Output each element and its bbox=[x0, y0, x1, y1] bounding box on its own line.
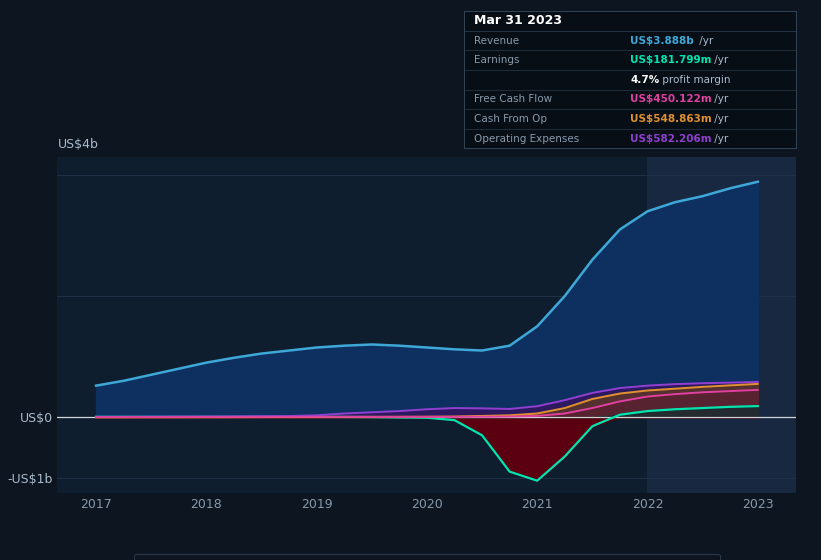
Text: /yr: /yr bbox=[711, 95, 728, 104]
Text: Revenue: Revenue bbox=[474, 36, 519, 45]
Text: US$450.122m: US$450.122m bbox=[631, 95, 712, 104]
Text: 4.7%: 4.7% bbox=[631, 75, 659, 85]
Text: US$181.799m: US$181.799m bbox=[631, 55, 712, 65]
Text: /yr: /yr bbox=[696, 36, 713, 45]
Text: profit margin: profit margin bbox=[659, 75, 731, 85]
Text: US$582.206m: US$582.206m bbox=[631, 134, 712, 143]
Text: US$548.863m: US$548.863m bbox=[631, 114, 712, 124]
Bar bbox=[648, 157, 796, 493]
Text: US$4b: US$4b bbox=[57, 138, 99, 151]
Text: US$3.888b: US$3.888b bbox=[631, 36, 694, 45]
Text: Mar 31 2023: Mar 31 2023 bbox=[474, 15, 562, 27]
Text: /yr: /yr bbox=[711, 134, 728, 143]
Text: /yr: /yr bbox=[711, 114, 728, 124]
Text: /yr: /yr bbox=[711, 55, 728, 65]
Text: Operating Expenses: Operating Expenses bbox=[474, 134, 579, 143]
Text: Cash From Op: Cash From Op bbox=[474, 114, 547, 124]
Text: Earnings: Earnings bbox=[474, 55, 520, 65]
Text: Free Cash Flow: Free Cash Flow bbox=[474, 95, 552, 104]
Legend: Revenue, Earnings, Free Cash Flow, Cash From Op, Operating Expenses: Revenue, Earnings, Free Cash Flow, Cash … bbox=[134, 554, 720, 560]
